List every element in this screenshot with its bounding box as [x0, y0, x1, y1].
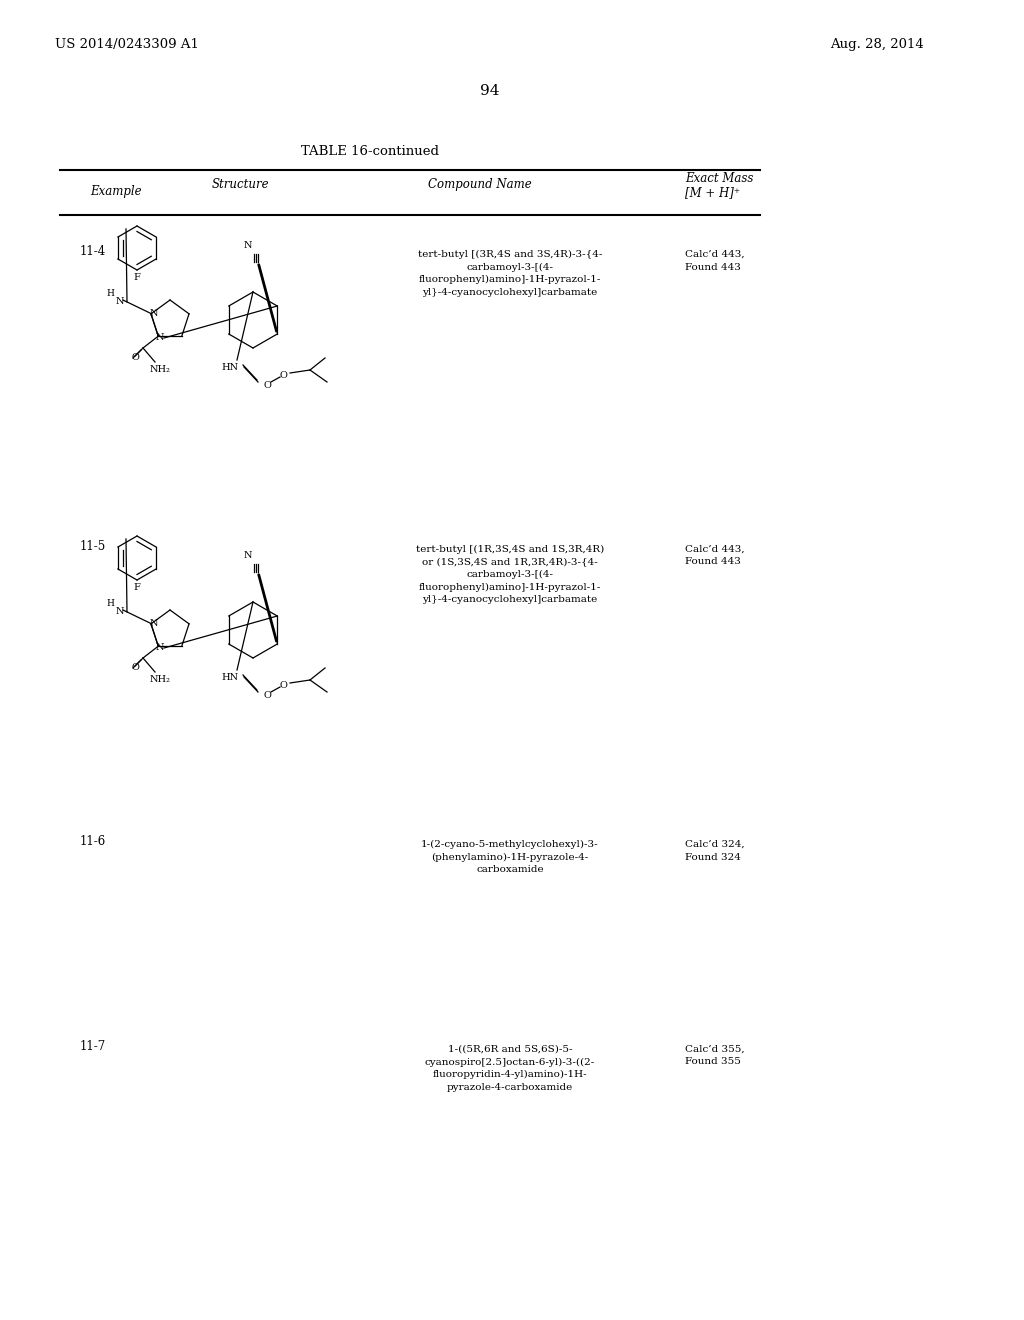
- Text: O: O: [131, 664, 139, 672]
- Text: US 2014/0243309 A1: US 2014/0243309 A1: [55, 38, 199, 51]
- Text: F: F: [133, 583, 140, 593]
- Text: N: N: [244, 240, 252, 249]
- Text: N: N: [156, 334, 164, 342]
- Text: Calc’d 355,
Found 355: Calc’d 355, Found 355: [685, 1045, 744, 1067]
- Text: O: O: [131, 354, 139, 363]
- Text: HN: HN: [221, 363, 239, 372]
- Text: 1-(2-cyano-5-methylcyclohexyl)-3-
(phenylamino)-1H-pyrazole-4-
carboxamide: 1-(2-cyano-5-methylcyclohexyl)-3- (pheny…: [421, 840, 599, 874]
- Text: O: O: [263, 380, 271, 389]
- Text: HN: HN: [221, 673, 239, 682]
- Text: N: N: [156, 644, 164, 652]
- Text: Aug. 28, 2014: Aug. 28, 2014: [830, 38, 924, 51]
- Text: N: N: [150, 309, 159, 318]
- Text: Calc’d 443,
Found 443: Calc’d 443, Found 443: [685, 249, 744, 272]
- Text: NH₂: NH₂: [150, 676, 170, 685]
- Text: N: N: [150, 619, 159, 628]
- Text: O: O: [280, 681, 287, 689]
- Text: TABLE 16-continued: TABLE 16-continued: [301, 145, 439, 158]
- Text: Structure: Structure: [211, 178, 269, 191]
- Text: Exact Mass: Exact Mass: [685, 172, 754, 185]
- Text: 11-7: 11-7: [80, 1040, 106, 1053]
- Text: Compound Name: Compound Name: [428, 178, 531, 191]
- Text: F: F: [133, 273, 140, 282]
- Text: H: H: [106, 598, 114, 607]
- Text: N: N: [116, 297, 124, 306]
- Text: 1-((5R,6R and 5S,6S)-5-
cyanospiro[2.5]octan-6-yl)-3-((2-
fluoropyridin-4-yl)ami: 1-((5R,6R and 5S,6S)-5- cyanospiro[2.5]o…: [425, 1045, 595, 1092]
- Text: 11-6: 11-6: [80, 836, 106, 847]
- Text: H: H: [106, 289, 114, 297]
- Text: Example: Example: [90, 185, 141, 198]
- Text: NH₂: NH₂: [150, 366, 170, 375]
- Text: O: O: [263, 690, 271, 700]
- Text: tert-butyl [(1R,3S,4S and 1S,3R,4R)
or (1S,3S,4S and 1R,3R,4R)-3-{4-
carbamoyl-3: tert-butyl [(1R,3S,4S and 1S,3R,4R) or (…: [416, 545, 604, 605]
- Text: tert-butyl [(3R,4S and 3S,4R)-3-{4-
carbamoyl-3-[(4-
fluorophenyl)amino]-1H-pyra: tert-butyl [(3R,4S and 3S,4R)-3-{4- carb…: [418, 249, 602, 297]
- Text: 94: 94: [480, 84, 500, 98]
- Text: N: N: [116, 607, 124, 616]
- Text: Calc’d 324,
Found 324: Calc’d 324, Found 324: [685, 840, 744, 862]
- Text: N: N: [244, 550, 252, 560]
- Text: Calc’d 443,
Found 443: Calc’d 443, Found 443: [685, 545, 744, 566]
- Text: 11-5: 11-5: [80, 540, 106, 553]
- Text: [M + H]⁺: [M + H]⁺: [685, 186, 740, 199]
- Text: 11-4: 11-4: [80, 246, 106, 257]
- Text: O: O: [280, 371, 287, 380]
